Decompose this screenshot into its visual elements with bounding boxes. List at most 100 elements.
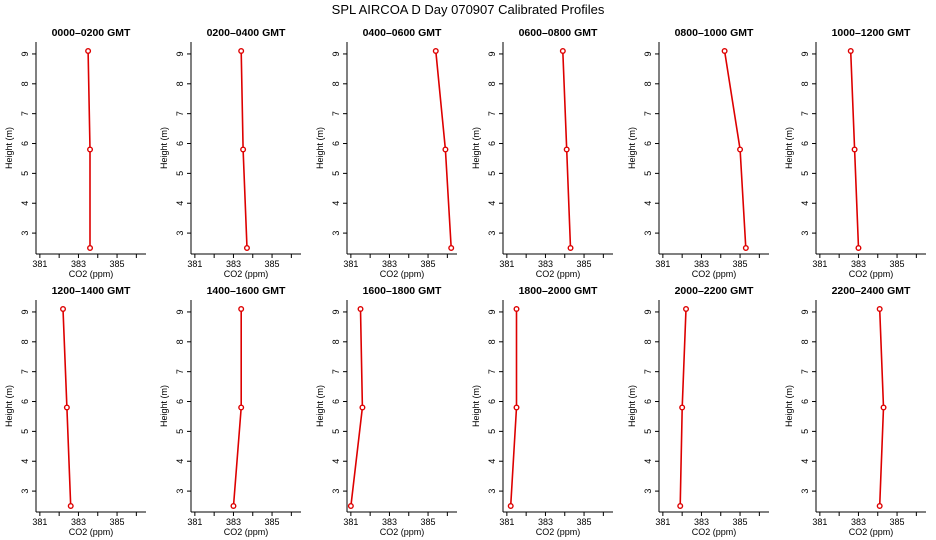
y-axis-title: Height (m) [315, 385, 325, 427]
y-tick-label: 7 [175, 111, 185, 116]
y-axis-title: Height (m) [4, 127, 14, 169]
data-point [85, 47, 92, 54]
y-tick-label: 5 [643, 429, 653, 434]
y-tick-label: 6 [331, 399, 341, 404]
chart-panel: 0600–0800 GMT 381 383 385 3 4 5 6 7 8 9 CO2 (ppm) He… [471, 27, 613, 279]
x-tick-label: 383 [382, 259, 397, 269]
x-tick-label: 381 [499, 517, 514, 527]
panel-title: 1400–1600 GMT [207, 285, 286, 297]
x-tick-label: 381 [343, 259, 358, 269]
panel-title: 1200–1400 GMT [52, 285, 131, 297]
panel-title: 0600–0800 GMT [519, 27, 598, 39]
x-axis-title: CO2 (ppm) [536, 527, 581, 537]
y-tick-label: 3 [331, 489, 341, 494]
x-tick-label: 383 [382, 517, 397, 527]
x-tick-label: 381 [32, 517, 47, 527]
y-tick-label: 6 [487, 141, 497, 146]
y-tick-label: 4 [487, 201, 497, 206]
x-tick-label: 385 [421, 259, 436, 269]
data-point [513, 404, 520, 411]
x-tick-label: 383 [226, 259, 241, 269]
data-point [359, 404, 366, 411]
y-tick-label: 7 [487, 369, 497, 374]
panel-title: 2000–2200 GMT [675, 285, 754, 297]
chart-panel: 2000–2200 GMT 381 383 385 3 4 5 6 7 8 9 CO2 (ppm) He… [627, 285, 769, 537]
y-tick-label: 8 [175, 81, 185, 86]
x-tick-label: 385 [890, 517, 905, 527]
x-tick-label: 385 [577, 517, 592, 527]
y-tick-label: 4 [331, 459, 341, 464]
x-tick-label: 381 [812, 259, 827, 269]
panel-title: 0000–0200 GMT [52, 27, 131, 39]
chart-panel: 0400–0600 GMT 381 383 385 3 4 5 6 7 8 9 CO2 (ppm) He… [315, 27, 457, 279]
y-tick-label: 4 [643, 201, 653, 206]
y-tick-label: 4 [800, 459, 810, 464]
data-point [855, 245, 862, 252]
panel-title: 0200–0400 GMT [207, 27, 286, 39]
data-point [880, 404, 887, 411]
y-tick-label: 3 [643, 489, 653, 494]
y-tick-label: 8 [643, 81, 653, 86]
y-tick-label: 9 [800, 51, 810, 56]
x-tick-label: 383 [851, 259, 866, 269]
x-axis-title: CO2 (ppm) [69, 269, 114, 279]
data-point [679, 404, 686, 411]
data-point [507, 503, 514, 510]
y-axis-title: Height (m) [627, 385, 637, 427]
y-tick-label: 7 [20, 111, 30, 116]
y-tick-label: 9 [175, 309, 185, 314]
y-tick-label: 5 [175, 171, 185, 176]
x-axis-title: CO2 (ppm) [692, 269, 737, 279]
panel-title: 0800–1000 GMT [675, 27, 754, 39]
data-point [742, 245, 749, 252]
x-axis-title: CO2 (ppm) [224, 527, 269, 537]
data-point [238, 47, 245, 54]
y-tick-label: 5 [331, 429, 341, 434]
chart-panel: 0200–0400 GMT 381 383 385 3 4 5 6 7 8 9 CO2 (ppm) He… [159, 27, 301, 279]
data-point [683, 305, 690, 312]
x-axis-title: CO2 (ppm) [224, 269, 269, 279]
x-tick-label: 381 [32, 259, 47, 269]
x-tick-label: 385 [577, 259, 592, 269]
x-tick-label: 385 [733, 259, 748, 269]
y-tick-label: 5 [800, 171, 810, 176]
y-tick-label: 9 [331, 309, 341, 314]
y-tick-label: 4 [487, 459, 497, 464]
data-point [559, 47, 566, 54]
y-tick-label: 4 [175, 459, 185, 464]
y-tick-label: 5 [643, 171, 653, 176]
y-tick-label: 8 [331, 81, 341, 86]
y-axis-title: Height (m) [471, 385, 481, 427]
x-axis-title: CO2 (ppm) [536, 269, 581, 279]
y-tick-label: 3 [800, 489, 810, 494]
y-tick-label: 7 [331, 111, 341, 116]
x-axis-title: CO2 (ppm) [692, 527, 737, 537]
x-tick-label: 381 [499, 259, 514, 269]
x-tick-label: 381 [187, 259, 202, 269]
y-tick-label: 9 [20, 51, 30, 56]
x-tick-label: 381 [187, 517, 202, 527]
x-tick-label: 383 [71, 259, 86, 269]
x-axis-title: CO2 (ppm) [380, 269, 425, 279]
x-tick-label: 385 [110, 259, 125, 269]
y-tick-label: 6 [800, 141, 810, 146]
x-tick-label: 385 [421, 517, 436, 527]
y-tick-label: 9 [20, 309, 30, 314]
data-point [60, 305, 67, 312]
data-point [357, 305, 364, 312]
x-tick-label: 381 [343, 517, 358, 527]
y-tick-label: 7 [487, 111, 497, 116]
y-tick-label: 6 [175, 141, 185, 146]
y-tick-label: 7 [20, 369, 30, 374]
y-tick-label: 6 [643, 399, 653, 404]
chart-panel: 1600–1800 GMT 381 383 385 3 4 5 6 7 8 9 CO2 (ppm) He… [315, 285, 457, 537]
x-tick-label: 383 [71, 517, 86, 527]
y-axis-title: Height (m) [784, 127, 794, 169]
x-axis-title: CO2 (ppm) [849, 527, 894, 537]
y-tick-label: 6 [20, 141, 30, 146]
data-point [876, 503, 883, 510]
panel-title: 1000–1200 GMT [832, 27, 911, 39]
y-tick-label: 5 [20, 429, 30, 434]
